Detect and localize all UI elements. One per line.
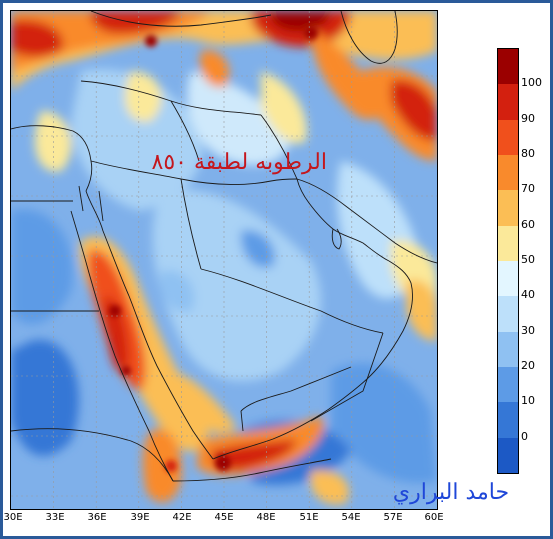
- legend-swatch: [498, 437, 518, 474]
- legend-swatch: [498, 119, 518, 156]
- legend-tick-label: 50: [521, 253, 535, 266]
- legend-swatch: [498, 402, 518, 439]
- legend-swatch: [498, 331, 518, 368]
- longitude-tick-label: 51E: [299, 512, 319, 523]
- color-legend: [497, 48, 519, 474]
- legend-tick-label: 10: [521, 394, 535, 408]
- longitude-tick-label: 45E: [214, 512, 234, 523]
- legend-swatch: [498, 49, 518, 85]
- legend-tick-label: 40: [521, 288, 535, 302]
- longitude-axis: 30E 33E 36E 39E 42E 45E 48E 51E 54E 57E …: [0, 509, 553, 529]
- legend-tick-label: 60: [521, 217, 535, 231]
- legend-swatch: [498, 296, 518, 333]
- longitude-tick-label: 42E: [172, 512, 192, 523]
- longitude-tick-label: 30E: [3, 512, 23, 523]
- legend-swatch: [498, 155, 518, 191]
- longitude-tick-label: 39E: [130, 512, 150, 523]
- humidity-field: [11, 11, 437, 509]
- longitude-tick-label: 36E: [87, 512, 107, 523]
- longitude-tick-label: 57E: [383, 512, 403, 523]
- legend-tick-label: 90: [521, 111, 535, 125]
- map-title: الرطوبه لطبقة ٨٥٠: [151, 150, 328, 175]
- legend-swatch: [498, 261, 518, 297]
- legend-tick-label: 20: [521, 359, 535, 372]
- longitude-tick-label: 48E: [256, 512, 276, 523]
- humidity-map: الرطوبه لطبقة ٨٥٠: [10, 10, 438, 510]
- longitude-tick-label: 33E: [45, 512, 65, 523]
- legend-tick-label: 80: [521, 147, 535, 160]
- legend-swatch: [498, 225, 518, 262]
- legend-swatch: [498, 190, 518, 227]
- legend-tick-label: 70: [521, 182, 535, 196]
- legend-swatch: [498, 84, 518, 121]
- legend-tick-label: 0: [521, 429, 528, 443]
- legend-tick-label: 30: [521, 323, 535, 337]
- longitude-tick-label: 54E: [341, 512, 361, 523]
- legend-tick-label: 100: [521, 76, 542, 90]
- longitude-tick-label: 60E: [424, 512, 444, 523]
- author-credit: حامد البراري: [392, 480, 510, 505]
- legend-swatch: [498, 367, 518, 403]
